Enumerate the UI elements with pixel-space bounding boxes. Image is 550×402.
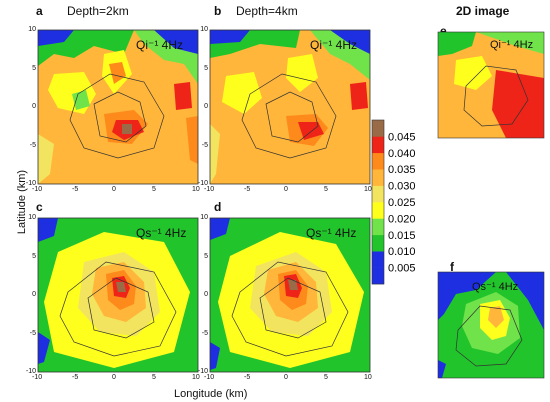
y-tick-label: 0 <box>32 291 36 298</box>
panel-c-quantity: Qs⁻¹ 4Hz <box>136 226 187 240</box>
panel-a-plot <box>37 29 199 185</box>
colorbar-swatch <box>372 120 384 137</box>
y-tick-label: 10 <box>200 214 208 221</box>
x-tick-label: 5 <box>324 374 328 381</box>
x-tick-label: -10 <box>204 186 215 193</box>
x-tick-label: 0 <box>112 374 116 381</box>
panel-b-quantity: Qi⁻¹ 4Hz <box>310 38 358 52</box>
panel-c-plot <box>37 217 199 373</box>
x-tick-label: 5 <box>152 374 156 381</box>
panel-d-plot <box>209 217 371 373</box>
panel-a-caldera-outline <box>69 73 165 159</box>
colorbar-swatch <box>372 251 384 268</box>
panel-e-quantity: Qi⁻¹ 4Hz <box>490 39 534 51</box>
panel-f-plot <box>437 271 545 379</box>
panel-d-quantity: Qs⁻¹ 4Hz <box>306 226 357 240</box>
panel-f-quantity: Qs⁻¹ 4Hz <box>472 281 519 293</box>
y-tick-label: -10 <box>25 368 36 375</box>
panel-f-contours <box>438 272 544 378</box>
x-tick-label: 0 <box>284 186 288 193</box>
colorbar-swatch <box>372 152 384 170</box>
x-tick-label: 5 <box>324 186 328 193</box>
panel-d-letter: d <box>214 200 222 214</box>
y-tick-label: -10 <box>25 180 36 187</box>
y-tick-label: 5 <box>204 64 208 72</box>
x-tick-label: 0 <box>112 186 116 193</box>
x-tick-label: -5 <box>244 374 251 381</box>
x-tick-label: 10 <box>364 374 372 381</box>
colorbar-swatch <box>372 185 384 203</box>
colorbar-tick-label: 0.015 <box>388 230 416 242</box>
colorbar-tick-label: 0.005 <box>388 263 416 275</box>
colorbar-tick-label: 0.030 <box>388 181 416 193</box>
y-tick-label: 5 <box>32 252 36 260</box>
y-tick-label: 5 <box>32 64 36 72</box>
x-tick-label: -5 <box>244 186 251 193</box>
panel-f-letter: f <box>450 260 454 274</box>
x-tick-label: -10 <box>204 374 215 381</box>
x-axis-label: Longitude (km) <box>174 388 248 400</box>
panel-a-contours <box>38 30 198 184</box>
y-tick-label: -10 <box>197 368 208 375</box>
panel-b-plot <box>209 29 371 185</box>
x-tick-label: 0 <box>284 374 288 381</box>
colorbar-tick-label: 0.045 <box>388 131 416 143</box>
panel-e-letter: e <box>440 24 447 38</box>
panel-e-contours <box>438 32 544 138</box>
colorbar-ticks: 0.045 0.040 0.035 0.030 0.025 0.020 0.015 0.010… <box>388 131 416 274</box>
x-tick-label: -5 <box>72 374 79 381</box>
x-tick-label: 10 <box>192 374 200 381</box>
panel-d-caldera-outline <box>231 261 349 357</box>
panel-b-contours <box>210 30 370 184</box>
x-tick-label: -5 <box>72 186 79 193</box>
panel-e-plot <box>437 31 545 139</box>
colorbar-swatches <box>372 120 384 285</box>
panel-e-title: 2D image <box>456 4 510 18</box>
y-tick-label: 0 <box>204 291 208 298</box>
panel-a-quantity: Qi⁻¹ 4Hz <box>136 38 184 52</box>
y-tick-label: 0 <box>204 103 208 110</box>
x-tick-label: -10 <box>32 374 43 381</box>
y-tick-label: -5 <box>201 329 208 337</box>
panel-b-caldera-outline <box>241 73 337 159</box>
colorbar-swatch <box>372 202 384 219</box>
y-tick-label: -5 <box>29 329 36 337</box>
colorbar: 0.045 0.040 0.035 0.030 0.025 0.020 0.015 0.010… <box>371 119 416 285</box>
colorbar-swatch <box>372 136 384 154</box>
panel-b-letter: b <box>214 4 222 18</box>
y-tick-label: -5 <box>29 141 36 149</box>
y-axis-label: Latitude (km) <box>16 169 28 235</box>
y-tick-label: 5 <box>204 252 208 260</box>
y-tick-label: 10 <box>28 214 36 221</box>
panel-c-letter: c <box>36 200 43 214</box>
y-tick-label: 0 <box>32 103 36 110</box>
y-tick-label: -10 <box>197 180 208 187</box>
y-tick-label: 10 <box>28 26 36 33</box>
colorbar-tick-label: 0.035 <box>388 164 416 176</box>
panel-b-title: Depth=4km <box>236 4 298 18</box>
panel-d-contours <box>210 218 370 372</box>
y-tick-label: -5 <box>201 141 208 149</box>
colorbar-tick-label: 0.020 <box>388 213 416 225</box>
colorbar-tick-label: 0.010 <box>388 246 416 258</box>
colorbar-swatch <box>372 267 384 285</box>
colorbar-tick-label: 0.025 <box>388 197 416 209</box>
colorbar-swatch <box>372 169 384 186</box>
panel-a-title: Depth=2km <box>67 4 129 18</box>
x-tick-label: 10 <box>192 186 200 193</box>
x-tick-label: 5 <box>152 186 156 193</box>
colorbar-tick-label: 0.040 <box>388 148 416 160</box>
panel-a-letter: a <box>36 4 43 18</box>
panel-c-caldera-outline <box>59 261 177 357</box>
x-tick-label: -10 <box>32 186 43 193</box>
y-tick-label: 10 <box>200 26 208 33</box>
colorbar-swatch <box>372 218 384 236</box>
x-tick-label: 10 <box>364 186 372 193</box>
colorbar-swatch <box>372 234 384 252</box>
